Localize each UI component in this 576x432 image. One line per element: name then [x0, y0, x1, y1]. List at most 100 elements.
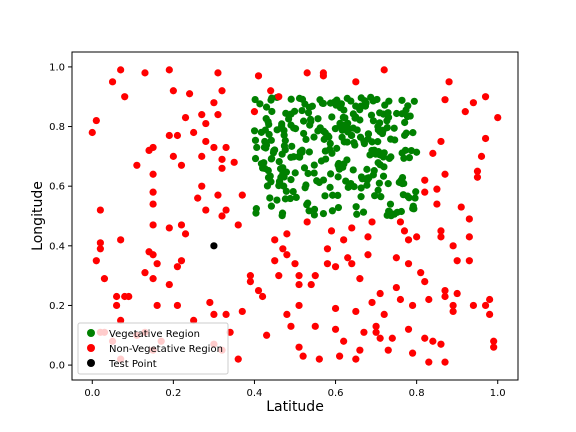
vegetative-point	[351, 114, 359, 122]
non-vegetative-point	[125, 292, 133, 301]
vegetative-point	[353, 126, 361, 134]
vegetative-point	[287, 95, 295, 103]
vegetative-point	[393, 109, 401, 118]
non-vegetative-point	[117, 236, 125, 244]
non-vegetative-point	[352, 78, 360, 86]
non-vegetative-point	[441, 286, 449, 295]
vegetative-point	[251, 136, 260, 144]
non-vegetative-point	[198, 152, 206, 160]
non-vegetative-point	[181, 114, 190, 122]
vegetative-point	[397, 176, 405, 184]
legend-marker-vegetative	[87, 329, 95, 337]
vegetative-point	[300, 117, 308, 125]
non-vegetative-point	[364, 233, 372, 241]
non-vegetative-point	[331, 304, 340, 313]
vegetative-point	[409, 129, 417, 137]
vegetative-point	[300, 129, 308, 138]
vegetative-point	[350, 139, 358, 147]
vegetative-point	[331, 98, 339, 106]
vegetative-point	[410, 97, 418, 105]
vegetative-point	[384, 109, 392, 117]
non-vegetative-point	[258, 292, 267, 301]
vegetative-point	[343, 156, 351, 164]
non-vegetative-point	[238, 191, 246, 199]
non-vegetative-point	[190, 316, 198, 324]
vegetative-point	[398, 96, 406, 104]
non-vegetative-point	[425, 295, 433, 304]
vegetative-point	[390, 210, 398, 218]
vegetative-point	[353, 210, 361, 218]
non-vegetative-point	[108, 78, 117, 86]
vegetative-point	[270, 147, 278, 155]
non-vegetative-point	[279, 245, 287, 253]
non-vegetative-point	[421, 334, 429, 342]
vegetative-point	[268, 107, 276, 116]
non-vegetative-point	[295, 343, 303, 351]
non-vegetative-point	[368, 298, 376, 307]
vegetative-point	[363, 165, 371, 173]
vegetative-point	[327, 170, 335, 178]
vegetative-point	[305, 103, 313, 112]
non-vegetative-point	[376, 334, 384, 342]
vegetative-point	[401, 118, 409, 127]
non-vegetative-point	[181, 230, 190, 238]
non-vegetative-point	[113, 292, 121, 301]
vegetative-point	[289, 187, 297, 196]
non-vegetative-point	[429, 337, 437, 345]
non-vegetative-point	[218, 212, 226, 220]
non-vegetative-point	[96, 245, 104, 253]
vegetative-point	[280, 142, 289, 150]
non-vegetative-point	[206, 298, 214, 307]
non-vegetative-point	[198, 111, 206, 119]
vegetative-point	[317, 157, 326, 165]
non-vegetative-point	[461, 108, 469, 116]
vegetative-point	[298, 106, 306, 115]
vegetative-point	[319, 99, 328, 108]
non-vegetative-point	[437, 137, 445, 146]
non-vegetative-point	[149, 200, 157, 208]
vegetative-point	[310, 161, 318, 169]
x-tick-label: 0.2	[165, 388, 181, 399]
vegetative-point	[288, 142, 296, 150]
non-vegetative-point	[437, 233, 445, 241]
non-vegetative-point	[291, 260, 299, 268]
vegetative-point	[333, 144, 341, 152]
vegetative-point	[251, 95, 259, 104]
non-vegetative-point	[352, 307, 360, 316]
non-vegetative-point	[254, 72, 263, 80]
vegetative-point	[298, 146, 306, 154]
vegetative-point	[267, 202, 276, 210]
non-vegetative-point	[372, 328, 380, 336]
non-vegetative-point	[141, 69, 149, 77]
vegetative-point	[385, 154, 393, 163]
points-layer	[88, 66, 502, 366]
non-vegetative-point	[177, 257, 186, 265]
x-tick-label: 0.4	[247, 388, 263, 399]
non-vegetative-point	[465, 233, 473, 241]
vegetative-point	[371, 192, 379, 200]
non-vegetative-point	[425, 358, 433, 366]
vegetative-point	[390, 124, 398, 132]
vegetative-point	[302, 135, 310, 144]
vegetative-point	[282, 109, 290, 117]
vegetative-point	[277, 173, 285, 181]
non-vegetative-point	[218, 164, 226, 172]
non-vegetative-point	[149, 170, 157, 178]
non-vegetative-point	[445, 78, 453, 86]
non-vegetative-point	[441, 292, 449, 301]
non-vegetative-point	[173, 263, 182, 271]
vegetative-point	[292, 193, 300, 201]
vegetative-point	[328, 113, 336, 121]
vegetative-point	[326, 139, 334, 148]
non-vegetative-point	[230, 158, 238, 166]
non-vegetative-point	[210, 99, 218, 107]
vegetative-point	[399, 191, 407, 199]
non-vegetative-point	[185, 90, 194, 98]
non-vegetative-point	[421, 278, 429, 286]
vegetative-point	[349, 166, 357, 174]
vegetative-point	[404, 102, 412, 110]
non-vegetative-point	[177, 221, 186, 229]
vegetative-point	[411, 194, 419, 202]
non-vegetative-point	[202, 206, 210, 214]
